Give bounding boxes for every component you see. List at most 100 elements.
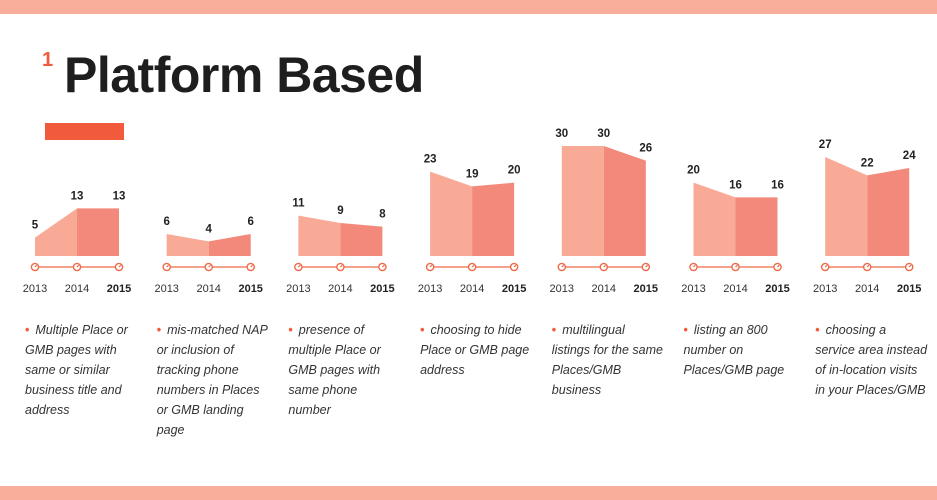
- area-segment-2013-2014: [825, 157, 868, 256]
- x-tick-label: 2014: [460, 283, 484, 295]
- bullet-icon: •: [420, 323, 425, 337]
- top-band: [0, 0, 937, 14]
- tick-marker-hand: [429, 264, 433, 268]
- page-title: Platform Based: [64, 47, 424, 103]
- x-tick-label: 2013: [23, 283, 47, 295]
- x-tick-label: 2014: [855, 283, 879, 295]
- area-segment-2013-2014: [693, 182, 736, 256]
- panel-description: • Multiple Place or GMB pages with same o…: [25, 320, 137, 420]
- tick-marker-hand: [34, 264, 38, 268]
- data-label: 13: [71, 190, 84, 202]
- tick-marker-hand: [118, 264, 122, 268]
- bullet-icon: •: [288, 323, 293, 337]
- data-label: 19: [466, 168, 479, 180]
- x-tick-label: 2014: [328, 283, 352, 295]
- x-tick-label: 2015: [107, 283, 131, 295]
- area-segment-2013-2014: [298, 215, 341, 256]
- area-segment-2014-2015: [77, 208, 119, 256]
- description-text: multilingual listings for the same Place…: [551, 323, 663, 397]
- tick-marker-hand: [297, 264, 301, 268]
- area-segment-2013-2014: [430, 171, 473, 256]
- description-text: presence of multiple Place or GMB pages …: [288, 323, 381, 417]
- description-text: Multiple Place or GMB pages with same or…: [25, 323, 128, 417]
- area-segment-2013-2014: [35, 208, 77, 256]
- data-label: 30: [597, 128, 610, 140]
- area-segment-2014-2015: [735, 197, 778, 256]
- data-label: 26: [639, 143, 652, 155]
- area-segment-2014-2015: [208, 234, 251, 256]
- data-label: 30: [555, 128, 568, 140]
- panel-description: • multilingual listings for the same Plac…: [552, 320, 664, 400]
- panel-description: • presence of multiple Place or GMB pages…: [288, 320, 400, 420]
- panel-description: • listing an 800 number on Places/GMB pag…: [684, 320, 796, 380]
- x-tick-label: 2013: [418, 283, 442, 295]
- area-segment-2013-2014: [166, 234, 209, 256]
- data-label: 16: [771, 179, 784, 191]
- description-text: mis-matched NAP or inclusion of tracking…: [156, 323, 268, 437]
- data-label: 6: [247, 216, 253, 228]
- x-tick-label: 2013: [550, 283, 574, 295]
- description-text: choosing to hide Place or GMB page addre…: [420, 323, 530, 377]
- tick-marker-hand: [166, 264, 169, 268]
- area-segment-2014-2015: [340, 223, 383, 256]
- x-tick-label: 2014: [65, 283, 89, 295]
- data-label: 20: [687, 165, 700, 177]
- bottom-band: [0, 486, 937, 500]
- x-tick-label: 2015: [238, 283, 262, 295]
- tick-marker: [204, 262, 213, 272]
- x-tick-label: 2015: [634, 283, 658, 295]
- bullet-icon: •: [156, 323, 162, 337]
- bullet-icon: •: [815, 323, 820, 337]
- tick-marker-hand: [513, 264, 517, 268]
- area-segment-2014-2015: [603, 146, 646, 256]
- tick-marker-hand: [471, 264, 475, 268]
- tick-marker-hand: [76, 264, 80, 268]
- bullet-icon: •: [25, 323, 30, 337]
- data-label: 4: [205, 223, 212, 235]
- data-label: 27: [819, 139, 832, 151]
- data-label: 5: [32, 220, 39, 232]
- tick-marker-hand: [908, 264, 912, 268]
- tick-marker-hand: [735, 264, 738, 268]
- area-segment-2014-2015: [867, 168, 910, 256]
- data-label: 13: [113, 190, 126, 202]
- tick-marker-hand: [693, 264, 696, 268]
- data-label: 22: [861, 157, 874, 169]
- title-accent-bar: [45, 123, 124, 140]
- tick-marker-hand: [603, 264, 607, 268]
- section-number: 1: [42, 49, 54, 71]
- x-tick-label: 2013: [681, 283, 705, 295]
- tick-marker-hand: [561, 264, 565, 268]
- data-label: 6: [163, 216, 169, 228]
- data-label: 16: [729, 179, 742, 191]
- description-text: choosing a service area instead of in-lo…: [815, 323, 928, 397]
- tick-marker-hand: [381, 264, 385, 268]
- description-text: listing an 800 number on Places/GMB page: [683, 323, 785, 377]
- x-tick-label: 2014: [723, 283, 747, 295]
- x-tick-label: 2013: [154, 283, 178, 295]
- x-tick-label: 2015: [765, 283, 789, 295]
- data-label: 11: [292, 198, 305, 210]
- tick-marker: [246, 262, 255, 272]
- x-tick-label: 2015: [370, 283, 394, 295]
- data-label: 9: [337, 205, 343, 217]
- bullet-icon: •: [551, 323, 557, 337]
- data-label: 24: [903, 150, 916, 162]
- data-label: 20: [508, 165, 521, 177]
- x-tick-label: 2013: [286, 283, 310, 295]
- tick-marker-hand: [250, 264, 253, 268]
- tick-marker-hand: [339, 264, 343, 268]
- x-tick-label: 2015: [897, 283, 921, 295]
- tick-marker-hand: [208, 264, 211, 268]
- tick-marker: [162, 262, 171, 272]
- bullet-icon: •: [683, 323, 688, 337]
- tick-marker-hand: [777, 264, 780, 268]
- panel-description: • mis-matched NAP or inclusion of trackin…: [157, 320, 269, 440]
- x-tick-label: 2014: [592, 283, 616, 295]
- panel-description: • choosing a service area instead of in-l…: [815, 320, 927, 400]
- panel-description: • choosing to hide Place or GMB page addr…: [420, 320, 532, 380]
- x-tick-label: 2015: [502, 283, 526, 295]
- x-tick-label: 2014: [196, 283, 220, 295]
- data-label: 23: [424, 154, 437, 166]
